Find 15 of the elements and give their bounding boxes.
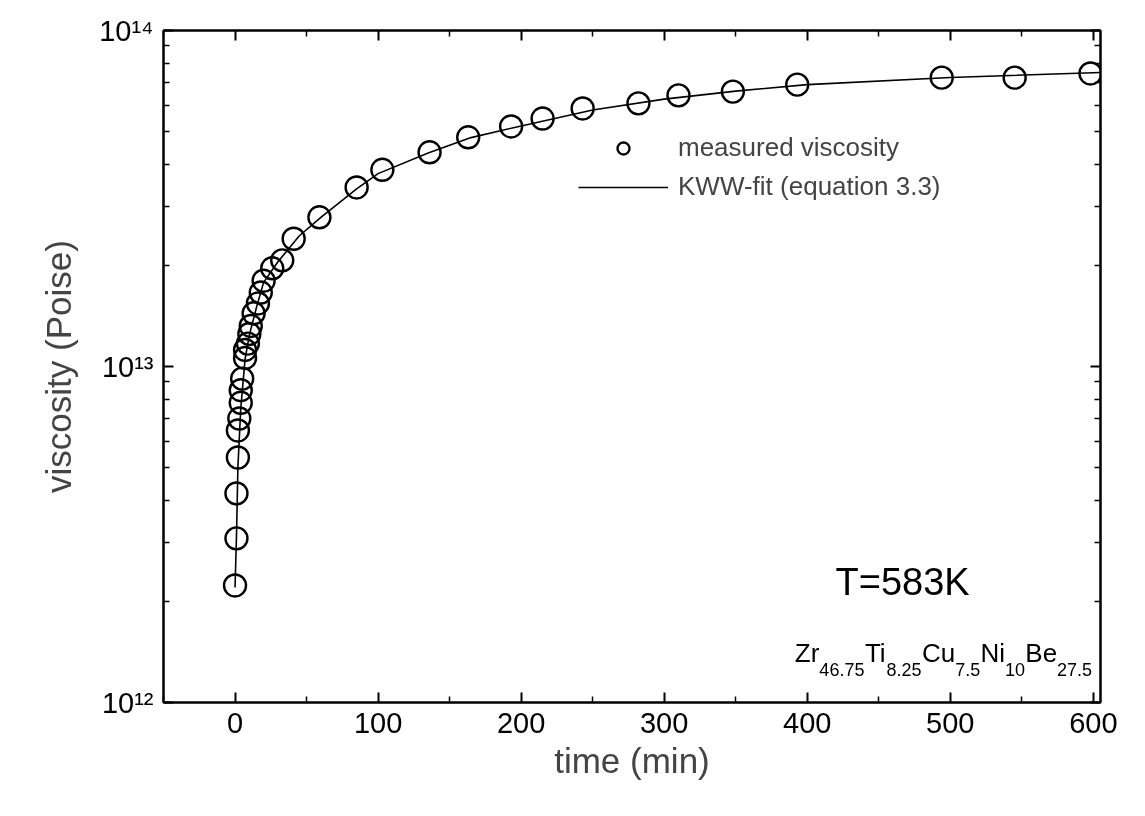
x-tick-label: 200 bbox=[496, 706, 546, 739]
x-tick-label: 500 bbox=[926, 706, 975, 739]
y-axis-title: viscosity (Poise) bbox=[39, 240, 79, 493]
legend-label: KWW-fit (equation 3.3) bbox=[678, 171, 941, 202]
x-tick-label: 400 bbox=[783, 706, 832, 739]
x-tick-label: 0 bbox=[226, 706, 244, 739]
x-tick-label: 100 bbox=[353, 706, 403, 739]
y-tick-label: 10¹⁴ bbox=[99, 14, 154, 47]
x-axis-title: time (min) bbox=[554, 740, 710, 780]
legend-label: measured viscosity bbox=[678, 132, 900, 163]
x-tick-label: 600 bbox=[1069, 706, 1118, 739]
y-tick-label: 10¹² bbox=[101, 686, 154, 719]
annotation: T=583K bbox=[835, 560, 970, 603]
x-tick-label: 300 bbox=[639, 706, 689, 739]
y-tick-label: 10¹³ bbox=[101, 350, 154, 383]
